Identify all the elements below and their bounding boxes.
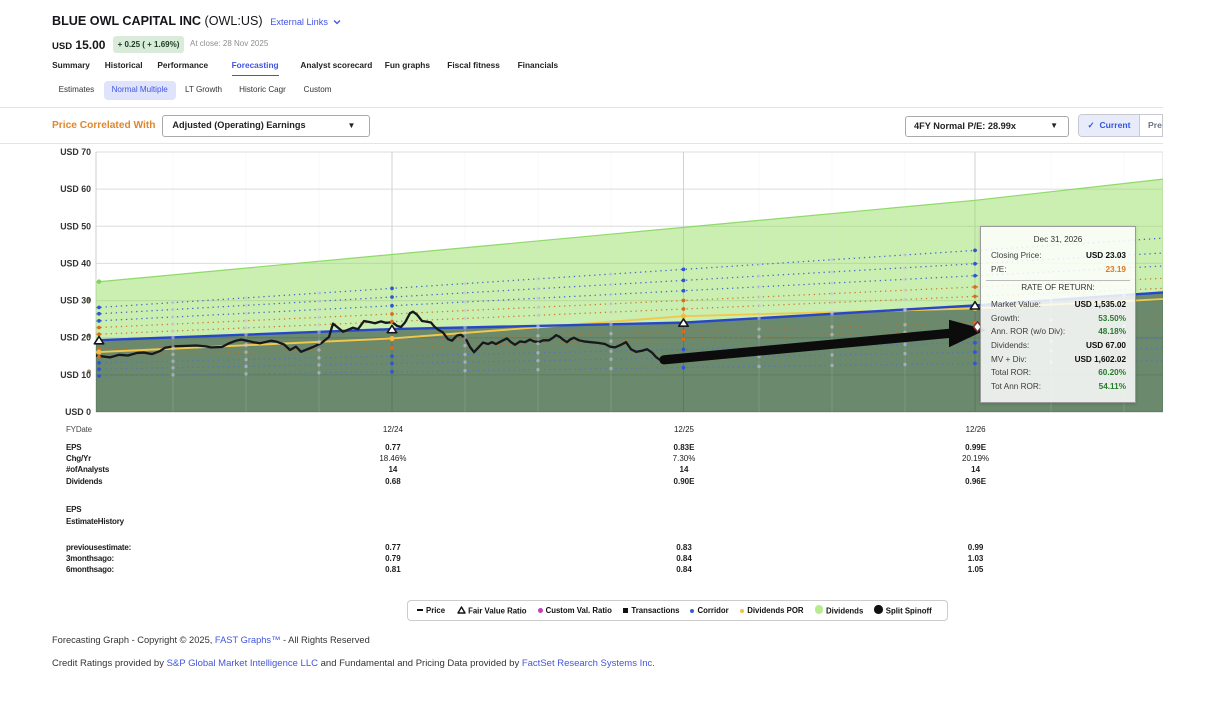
svg-text:USD 50: USD 50 [60, 221, 91, 231]
svg-text:USD 20: USD 20 [60, 333, 91, 343]
svg-text:USD 30: USD 30 [60, 296, 91, 306]
svg-text:USD 0: USD 0 [65, 407, 91, 417]
svg-text:USD 70: USD 70 [60, 147, 91, 157]
svg-text:USD 40: USD 40 [60, 258, 91, 268]
svg-text:USD 60: USD 60 [60, 184, 91, 194]
svg-text:USD 10: USD 10 [60, 370, 91, 380]
